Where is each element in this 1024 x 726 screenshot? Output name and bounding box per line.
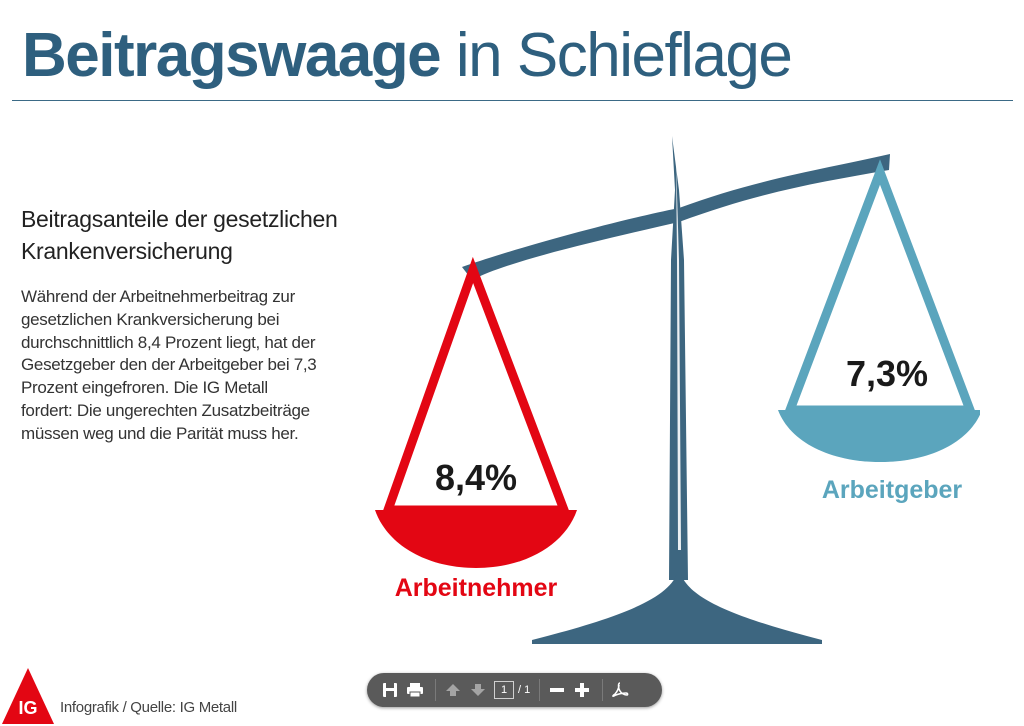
pan-arbeitnehmer: 8,4% Arbeitnehmer: [375, 256, 577, 602]
title-divider: [12, 100, 1013, 101]
value-label-arbeitgeber: 7,3%: [846, 353, 928, 394]
scale-base: [532, 570, 822, 644]
page-number-input[interactable]: [494, 681, 514, 699]
scale-stand: [462, 136, 890, 644]
value-label-arbeitnehmer: 8,4%: [435, 457, 517, 498]
title-bold: Beitragswaage: [22, 21, 442, 90]
toolbar-separator: [602, 679, 604, 701]
ig-metall-logo: IG: [2, 668, 54, 724]
logo-text: IG: [18, 698, 37, 718]
toolbar-separator: [539, 679, 541, 701]
balance-scale-chart: 8,4% Arbeitnehmer 7,3% Arbeitgeber: [375, 136, 980, 644]
zoom-in-button[interactable]: [571, 679, 593, 701]
print-icon: [407, 683, 423, 698]
acrobat-icon: [612, 682, 629, 697]
series-label-arbeitgeber: Arbeitgeber: [822, 476, 963, 504]
source-note: Infografik / Quelle: IG Metall: [60, 699, 237, 716]
save-button[interactable]: [379, 679, 401, 701]
zoom-out-icon: [550, 688, 565, 692]
page-down-icon: [471, 684, 485, 696]
series-label-arbeitnehmer: Arbeitnehmer: [395, 574, 558, 602]
next-page-button[interactable]: [467, 679, 489, 701]
previous-page-button[interactable]: [442, 679, 464, 701]
pan-arbeitgeber: 7,3% Arbeitgeber: [778, 159, 980, 504]
page-separator: /: [518, 684, 522, 696]
open-in-acrobat-button[interactable]: [609, 679, 631, 701]
page-up-icon: [446, 684, 460, 696]
toolbar-separator: [435, 679, 436, 701]
page-title: Beitragswaage in Schieflage: [22, 18, 793, 94]
chart-subtitle: Beitragsanteile der gesetzlichen Kranken…: [21, 206, 338, 264]
zoom-in-icon: [575, 683, 590, 697]
pan-arbeitgeber-bowl: [778, 410, 980, 462]
pdf-viewer-toolbar: / 1: [367, 673, 662, 707]
save-icon: [383, 683, 397, 697]
intro-paragraph: Während der Arbeitnehmerbeitrag zur gese…: [21, 287, 317, 443]
zoom-out-button[interactable]: [546, 679, 568, 701]
scale-beam: [462, 154, 890, 280]
scale-pillar-highlight: [676, 160, 681, 550]
page-total: 1: [524, 684, 531, 696]
title-rest: in Schieflage: [455, 21, 793, 90]
pan-arbeitnehmer-bowl: [375, 510, 577, 568]
print-button[interactable]: [404, 679, 426, 701]
